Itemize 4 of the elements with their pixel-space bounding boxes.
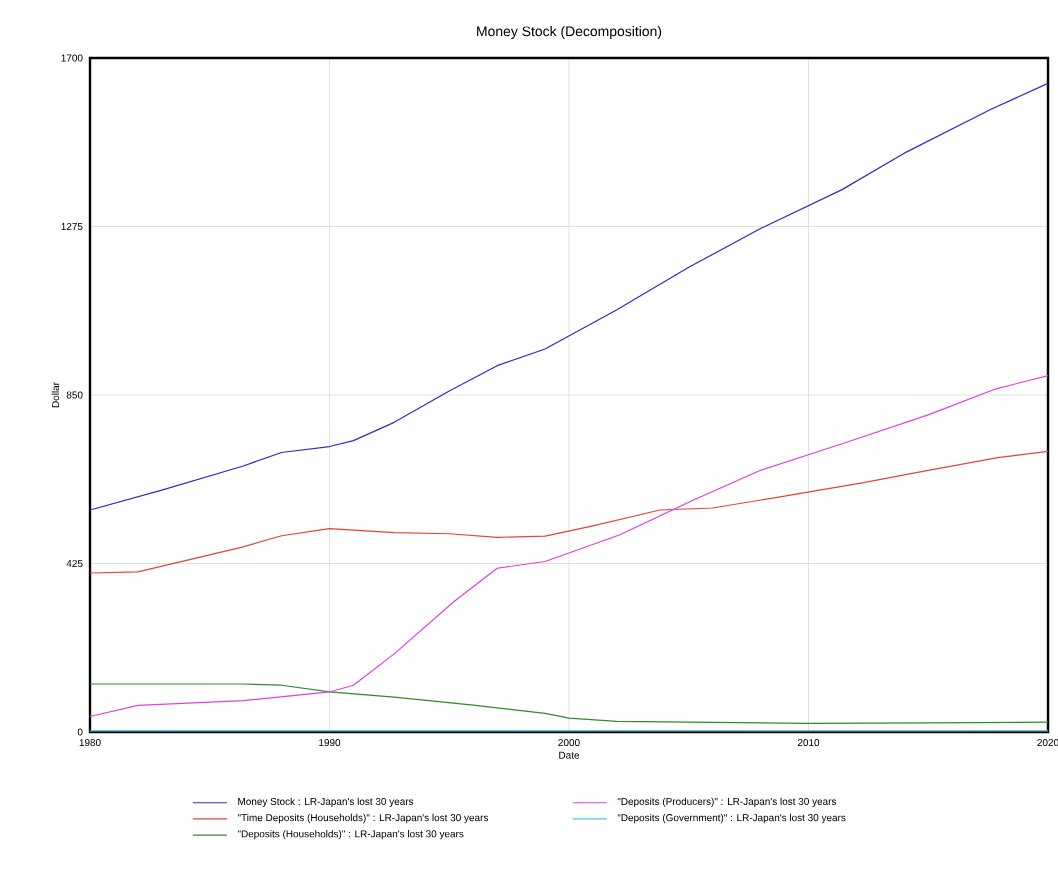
line-series [89,683,1049,724]
line-series [89,374,1049,718]
line-series [89,82,1049,511]
line-series [89,450,1049,574]
